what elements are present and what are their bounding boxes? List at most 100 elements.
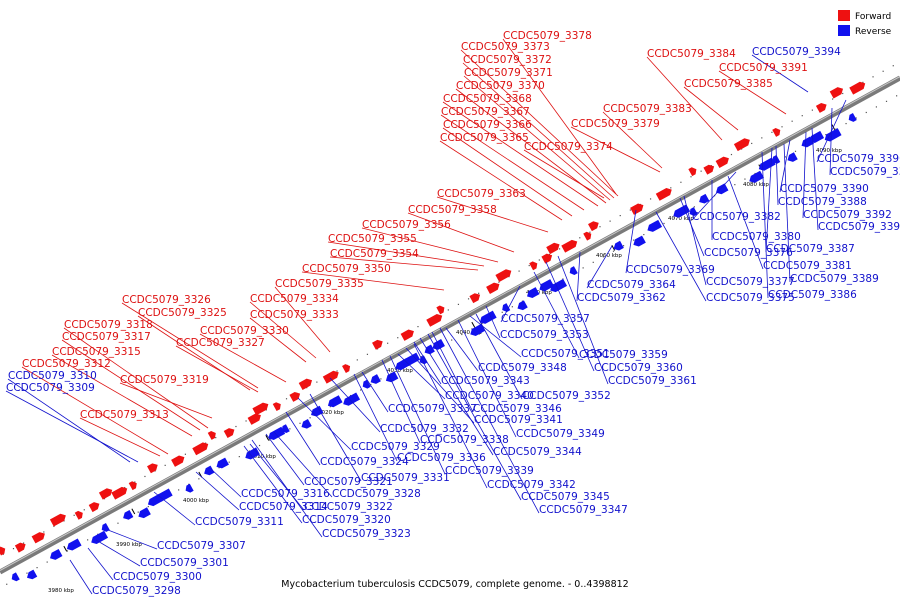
- forward-gene-arrow[interactable]: [289, 390, 302, 402]
- reverse-gene-label[interactable]: CCDC5079_3381: [763, 260, 852, 272]
- reverse-gene-label[interactable]: CCDC5079_3300: [113, 571, 202, 583]
- reverse-gene-label[interactable]: CCDC5079_3389: [790, 273, 879, 285]
- reverse-gene-label[interactable]: CCDC5079_3351: [521, 348, 610, 360]
- forward-gene-arrow[interactable]: [49, 512, 68, 527]
- reverse-gene-arrow[interactable]: [48, 548, 63, 562]
- forward-gene-arrow[interactable]: [342, 363, 352, 374]
- reverse-gene-label[interactable]: CCDC5079_3332: [380, 423, 469, 435]
- reverse-gene-label[interactable]: CCDC5079_3388: [778, 196, 867, 208]
- reverse-gene-arrow[interactable]: [747, 170, 764, 185]
- reverse-gene-arrow[interactable]: [154, 488, 173, 503]
- reverse-gene-label[interactable]: CCDC5079_3316: [241, 488, 330, 500]
- forward-gene-arrow[interactable]: [541, 252, 554, 264]
- reverse-gene-label[interactable]: CCDC5079_3387: [766, 243, 855, 255]
- forward-gene-arrow[interactable]: [733, 136, 752, 152]
- reverse-gene-label[interactable]: CCDC5079_3362: [577, 292, 666, 304]
- reverse-gene-arrow[interactable]: [361, 379, 371, 390]
- forward-gene-arrow[interactable]: [0, 545, 7, 556]
- reverse-gene-label[interactable]: CCDC5079_3309: [6, 382, 95, 394]
- forward-gene-arrow[interactable]: [223, 426, 237, 438]
- reverse-gene-label[interactable]: CCDC5079_3323: [322, 528, 411, 540]
- reverse-gene-label[interactable]: CCDC5079_3314: [239, 501, 328, 513]
- forward-gene-label[interactable]: CCDC5079_3384: [647, 48, 736, 60]
- forward-gene-label[interactable]: CCDC5079_3365: [440, 132, 529, 144]
- reverse-gene-label[interactable]: CCDC5079_3339: [445, 465, 534, 477]
- forward-gene-arrow[interactable]: [495, 267, 513, 282]
- forward-gene-arrow[interactable]: [772, 127, 782, 137]
- forward-gene-label[interactable]: CCDC5079_3355: [328, 233, 417, 245]
- reverse-gene-arrow[interactable]: [266, 426, 286, 442]
- reverse-gene-arrow[interactable]: [847, 112, 857, 123]
- reverse-gene-arrow[interactable]: [300, 418, 312, 431]
- forward-gene-label[interactable]: CCDC5079_3373: [461, 41, 550, 53]
- reverse-gene-label[interactable]: CCDC5079_3298: [92, 585, 181, 597]
- forward-gene-arrow[interactable]: [98, 486, 114, 500]
- reverse-gene-arrow[interactable]: [309, 405, 324, 419]
- reverse-gene-label[interactable]: CCDC5079_3338: [420, 434, 509, 446]
- forward-gene-label[interactable]: CCDC5079_3319: [120, 374, 209, 386]
- reverse-gene-arrow[interactable]: [384, 371, 399, 384]
- reverse-gene-arrow[interactable]: [631, 235, 646, 249]
- forward-gene-arrow[interactable]: [400, 328, 416, 341]
- reverse-gene-label[interactable]: CCDC5079_3353: [500, 329, 589, 341]
- forward-gene-arrow[interactable]: [436, 304, 446, 315]
- forward-gene-label[interactable]: CCDC5079_3379: [571, 118, 660, 130]
- reverse-gene-arrow[interactable]: [688, 207, 698, 217]
- reverse-gene-arrow[interactable]: [184, 483, 194, 494]
- forward-gene-label[interactable]: CCDC5079_3334: [250, 293, 339, 305]
- reverse-gene-arrow[interactable]: [537, 279, 555, 293]
- forward-gene-arrow[interactable]: [207, 430, 218, 440]
- reverse-gene-label[interactable]: CCDC5079_3382: [692, 211, 781, 223]
- forward-gene-arrow[interactable]: [88, 500, 102, 513]
- reverse-gene-label[interactable]: CCDC5079_3359: [579, 349, 668, 361]
- reverse-gene-label[interactable]: CCDC5079_3357: [501, 313, 590, 325]
- reverse-gene-label[interactable]: CCDC5079_3340: [445, 390, 534, 402]
- forward-gene-label[interactable]: CCDC5079_3335: [275, 278, 364, 290]
- forward-gene-arrow[interactable]: [849, 80, 867, 95]
- forward-gene-arrow[interactable]: [272, 401, 283, 412]
- reverse-gene-label[interactable]: CCDC5079_3343: [441, 375, 530, 387]
- forward-gene-label[interactable]: CCDC5079_3371: [464, 67, 553, 79]
- forward-gene-arrow[interactable]: [715, 155, 731, 168]
- forward-gene-arrow[interactable]: [247, 412, 263, 425]
- reverse-gene-arrow[interactable]: [423, 344, 435, 357]
- forward-gene-arrow[interactable]: [688, 166, 698, 177]
- reverse-gene-arrow[interactable]: [823, 128, 842, 143]
- forward-gene-label[interactable]: CCDC5079_3385: [684, 78, 773, 90]
- reverse-gene-arrow[interactable]: [525, 287, 540, 300]
- forward-gene-arrow[interactable]: [815, 101, 829, 113]
- reverse-gene-label[interactable]: CCDC5079_3331: [361, 472, 450, 484]
- forward-gene-arrow[interactable]: [486, 281, 501, 294]
- reverse-gene-label[interactable]: CCDC5079_3349: [516, 428, 605, 440]
- reverse-gene-label[interactable]: CCDC5079_3329: [351, 441, 440, 453]
- reverse-gene-label[interactable]: CCDC5079_3380: [712, 231, 801, 243]
- forward-gene-arrow[interactable]: [583, 230, 593, 241]
- reverse-gene-arrow[interactable]: [714, 183, 729, 196]
- reverse-gene-label[interactable]: CCDC5079_3324: [320, 456, 409, 468]
- reverse-gene-label[interactable]: CCDC5079_3311: [195, 516, 284, 528]
- forward-gene-label[interactable]: CCDC5079_3391: [719, 62, 808, 74]
- reverse-gene-arrow[interactable]: [786, 152, 798, 164]
- forward-gene-label[interactable]: CCDC5079_3350: [302, 263, 391, 275]
- forward-gene-label[interactable]: CCDC5079_3327: [176, 337, 265, 349]
- reverse-gene-label[interactable]: CCDC5079_3336: [397, 452, 486, 464]
- forward-gene-label[interactable]: CCDC5079_3354: [330, 248, 419, 260]
- forward-gene-label[interactable]: CCDC5079_3370: [456, 80, 545, 92]
- forward-gene-label[interactable]: CCDC5079_3312: [22, 358, 111, 370]
- reverse-gene-arrow[interactable]: [243, 447, 260, 461]
- reverse-gene-label[interactable]: CCDC5079_3364: [587, 279, 676, 291]
- reverse-gene-arrow[interactable]: [369, 374, 381, 386]
- forward-gene-label[interactable]: CCDC5079_3383: [603, 103, 692, 115]
- reverse-gene-label[interactable]: CCDC5079_3396: [817, 153, 900, 165]
- reverse-gene-label[interactable]: CCDC5079_3310: [8, 370, 97, 382]
- reverse-gene-label[interactable]: CCDC5079_3386: [768, 289, 857, 301]
- reverse-gene-arrow[interactable]: [671, 204, 691, 219]
- reverse-gene-label[interactable]: CCDC5079_3307: [157, 540, 246, 552]
- reverse-gene-arrow[interactable]: [65, 538, 82, 552]
- reverse-gene-label[interactable]: CCDC5079_3393: [818, 221, 900, 233]
- forward-gene-label[interactable]: CCDC5079_3363: [437, 188, 526, 200]
- forward-gene-arrow[interactable]: [322, 369, 341, 384]
- reverse-gene-arrow[interactable]: [516, 300, 528, 312]
- forward-gene-arrow[interactable]: [703, 163, 716, 175]
- reverse-gene-label[interactable]: CCDC5079_3346: [473, 403, 562, 415]
